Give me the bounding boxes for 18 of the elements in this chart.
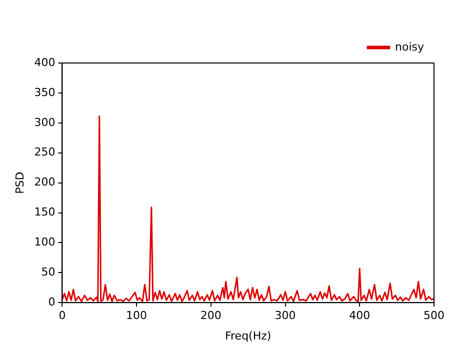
y-tick-label: 100 xyxy=(34,236,56,249)
x-tick-label: 300 xyxy=(274,309,296,322)
legend-label: noisy xyxy=(395,40,424,54)
x-tick-label: 0 xyxy=(58,309,66,322)
x-tick-label: 100 xyxy=(126,309,148,322)
y-tick-label: 350 xyxy=(34,86,56,99)
y-tick-label: 400 xyxy=(34,56,56,69)
y-axis-title: PSD xyxy=(13,172,26,194)
y-tick-label: 150 xyxy=(34,206,56,219)
x-tick-label: 400 xyxy=(349,309,370,322)
y-tick-label: 300 xyxy=(34,116,56,129)
y-tick-label: 50 xyxy=(41,266,56,279)
y-tick-label: 250 xyxy=(34,146,56,159)
x-tick-label: 500 xyxy=(424,309,444,322)
x-tick-label: 200 xyxy=(200,309,222,322)
y-tick-label: 0 xyxy=(48,295,56,308)
x-axis-title: Freq(Hz) xyxy=(225,329,272,342)
y-tick-label: 200 xyxy=(34,176,56,189)
